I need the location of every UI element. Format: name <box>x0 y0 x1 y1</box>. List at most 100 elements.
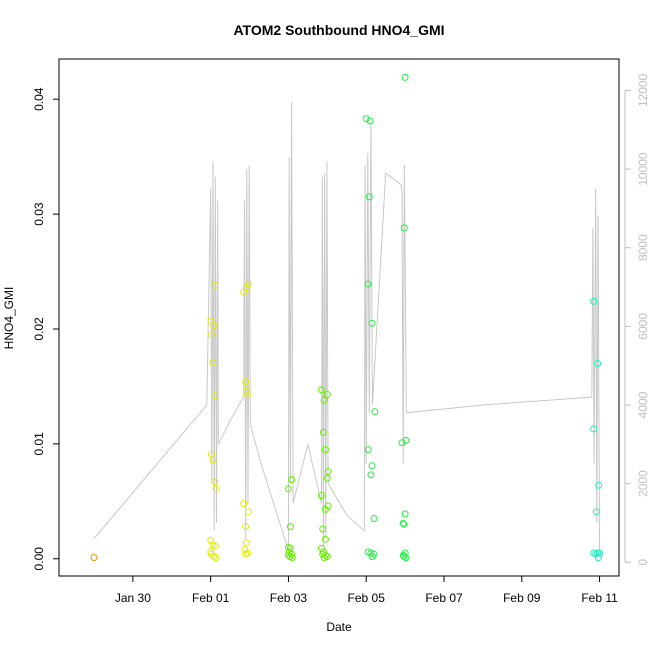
data-point <box>590 297 598 305</box>
data-point <box>242 378 250 386</box>
data-point <box>362 115 370 123</box>
chart-title: ATOM2 Southbound HNO4_GMI <box>233 22 444 38</box>
data-point <box>590 425 598 433</box>
right-tick-label: 8000 <box>636 234 650 261</box>
data-point <box>212 485 220 493</box>
data-point <box>318 492 325 500</box>
data-point <box>210 322 218 329</box>
data-point <box>402 436 410 444</box>
data-point <box>211 542 219 550</box>
data-point <box>318 544 325 552</box>
data-point <box>207 548 215 556</box>
data-point <box>595 481 603 489</box>
data-point <box>592 508 600 516</box>
right-tick-label: 12000 <box>636 73 650 107</box>
data-point <box>365 193 373 201</box>
data-point <box>399 519 407 527</box>
data-point <box>319 525 327 533</box>
data-point <box>242 550 250 558</box>
data-point <box>323 474 331 482</box>
data-point <box>368 462 376 470</box>
data-point <box>284 485 292 493</box>
y-axis: 0.00 0.01 0.02 0.03 0.04 <box>32 87 59 570</box>
data-point <box>596 549 604 557</box>
data-point <box>211 281 219 289</box>
altitude-line-layer <box>93 102 601 555</box>
y-tick-label: 0.04 <box>32 87 46 111</box>
data-point <box>401 510 409 518</box>
y-axis-label: HNO4_GMI <box>2 287 16 350</box>
data-point <box>212 554 220 562</box>
y-tick-label: 0.02 <box>32 317 46 341</box>
data-point <box>370 515 378 523</box>
y-tick-label: 0.03 <box>32 202 46 226</box>
data-point <box>367 549 375 557</box>
data-point <box>364 446 372 454</box>
data-point <box>321 446 329 454</box>
data-point <box>209 358 217 366</box>
data-point <box>401 549 409 557</box>
right-tick-label: 6000 <box>636 313 650 340</box>
data-point <box>400 520 408 528</box>
x-tick-label: Feb 03 <box>270 591 308 605</box>
points-layer <box>90 73 604 562</box>
data-point <box>370 550 378 558</box>
x-tick-label: Feb 09 <box>503 591 541 605</box>
data-point <box>244 549 252 557</box>
data-point <box>366 117 374 125</box>
data-point <box>368 319 376 327</box>
right-tick-label: 0 <box>636 559 650 566</box>
right-tick-label: 2000 <box>636 470 650 497</box>
right-tick-label: 4000 <box>636 391 650 418</box>
plot-frame <box>58 58 620 577</box>
y-tick-label: 0.01 <box>32 432 46 456</box>
data-point <box>286 523 294 531</box>
x-axis-label: Date <box>326 620 352 634</box>
data-point <box>323 553 331 560</box>
data-point <box>211 478 219 486</box>
data-point <box>242 523 250 531</box>
y-tick-label: 0.00 <box>32 547 46 571</box>
right-altitude-axis: 0 2000 4000 6000 8000 10000 12000 <box>624 73 650 566</box>
data-point <box>594 554 602 562</box>
data-point <box>594 549 602 557</box>
x-axis: Jan 30 Feb 01 Feb 03 Feb 05 Feb 07 Feb 09 Feb … <box>115 576 618 605</box>
data-point <box>402 554 410 562</box>
data-point <box>207 331 215 339</box>
x-tick-label: Feb 05 <box>348 591 386 605</box>
x-tick-label: Feb 07 <box>425 591 463 605</box>
data-point <box>242 284 250 292</box>
data-point <box>244 391 252 398</box>
data-point <box>320 554 328 562</box>
x-tick-label: Feb 11 <box>581 591 618 605</box>
data-point <box>244 508 252 516</box>
data-point <box>240 500 248 508</box>
x-tick-label: Feb 01 <box>192 591 230 605</box>
right-tick-label: 10000 <box>636 152 650 186</box>
data-point <box>401 73 409 81</box>
data-point <box>288 476 296 483</box>
data-point <box>242 539 250 547</box>
data-point <box>244 280 252 288</box>
data-point <box>323 391 331 398</box>
data-point <box>90 554 98 562</box>
data-point <box>321 535 329 543</box>
x-tick-label: Jan 30 <box>115 591 151 605</box>
data-point <box>319 428 327 436</box>
data-point <box>285 548 293 556</box>
data-point <box>368 553 376 560</box>
data-point <box>398 439 406 447</box>
data-point <box>318 386 325 394</box>
data-point <box>367 471 375 479</box>
data-point <box>288 554 296 562</box>
data-point <box>320 396 328 404</box>
data-point <box>209 456 217 464</box>
altitude-line <box>93 102 601 555</box>
data-point <box>211 392 219 400</box>
data-point <box>242 387 250 395</box>
data-point <box>364 280 372 288</box>
data-point <box>371 408 379 416</box>
data-point <box>324 468 332 475</box>
